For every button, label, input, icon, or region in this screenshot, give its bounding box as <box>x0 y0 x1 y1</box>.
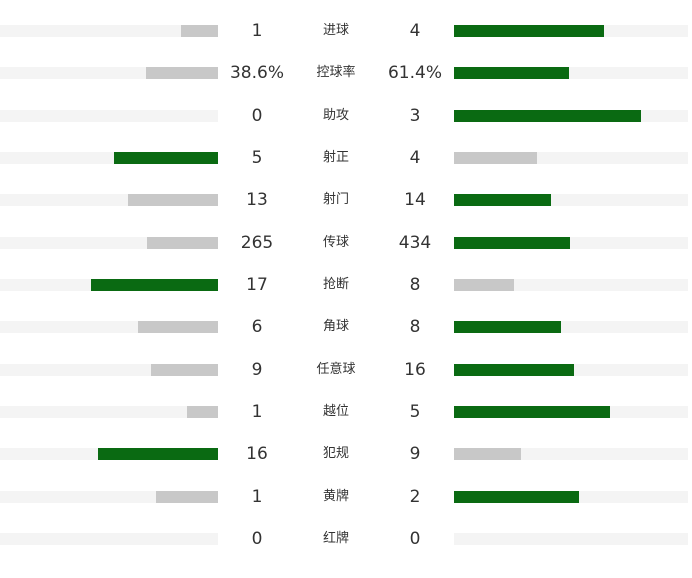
stat-label: 任意球 <box>316 361 356 377</box>
away-bar <box>454 236 571 249</box>
home-bar <box>147 236 218 249</box>
away-bar <box>454 25 604 37</box>
away-value: 3 <box>409 105 421 126</box>
away-value: 14 <box>404 190 426 211</box>
home-bar <box>90 278 218 291</box>
home-value: 265 <box>240 232 274 253</box>
home-bar <box>127 194 218 207</box>
home-bar <box>137 321 218 334</box>
away-bar <box>454 194 551 207</box>
home-value: 6 <box>251 317 263 338</box>
away-bar <box>454 405 610 418</box>
away-value: 4 <box>409 147 421 168</box>
track <box>454 532 688 545</box>
home-bar <box>114 151 218 164</box>
away-value: 8 <box>409 274 421 295</box>
away-bar <box>454 67 569 80</box>
home-bar <box>186 405 218 418</box>
away-bar <box>454 278 514 291</box>
home-value: 16 <box>246 444 268 465</box>
away-value: 16 <box>404 359 426 380</box>
home-value: 1 <box>251 486 263 507</box>
home-bar <box>155 490 218 503</box>
home-value: 13 <box>246 190 268 211</box>
stat-label: 越位 <box>322 403 349 419</box>
home-value: 0 <box>251 105 263 126</box>
stat-label: 黄牌 <box>322 488 349 504</box>
track <box>0 109 218 122</box>
stat-label: 控球率 <box>316 65 356 81</box>
stat-label: 角球 <box>322 319 349 335</box>
home-value: 38.6% <box>229 63 284 84</box>
stat-label: 助攻 <box>322 107 349 123</box>
stat-label: 传球 <box>322 234 349 250</box>
home-bar <box>145 67 218 80</box>
away-bar <box>454 363 574 376</box>
track <box>0 25 218 37</box>
track <box>0 532 218 545</box>
track <box>0 405 218 418</box>
home-value: 0 <box>251 528 263 549</box>
home-value: 9 <box>251 359 263 380</box>
away-value: 5 <box>409 401 421 422</box>
away-bar <box>454 151 538 164</box>
stat-label: 犯规 <box>322 446 349 462</box>
away-value: 0 <box>409 528 421 549</box>
home-value: 17 <box>246 274 268 295</box>
stat-label: 抢断 <box>322 276 349 292</box>
away-value: 4 <box>409 21 421 41</box>
stat-label: 射正 <box>322 149 349 165</box>
home-value: 1 <box>251 21 263 41</box>
home-value: 5 <box>251 147 263 168</box>
away-bar <box>454 490 579 503</box>
home-bar <box>98 448 218 461</box>
away-bar <box>454 109 641 122</box>
away-value: 61.4% <box>387 63 442 84</box>
away-value: 9 <box>409 444 421 465</box>
stat-label: 进球 <box>322 23 349 38</box>
home-bar <box>150 363 218 376</box>
away-bar <box>454 321 561 334</box>
away-bar <box>454 448 522 461</box>
away-value: 434 <box>398 232 432 253</box>
stat-label: 射门 <box>322 192 349 208</box>
away-value: 2 <box>409 486 421 507</box>
home-bar <box>180 25 218 37</box>
stat-label: 红牌 <box>322 530 349 546</box>
home-value: 1 <box>251 401 263 422</box>
away-value: 8 <box>409 317 421 338</box>
